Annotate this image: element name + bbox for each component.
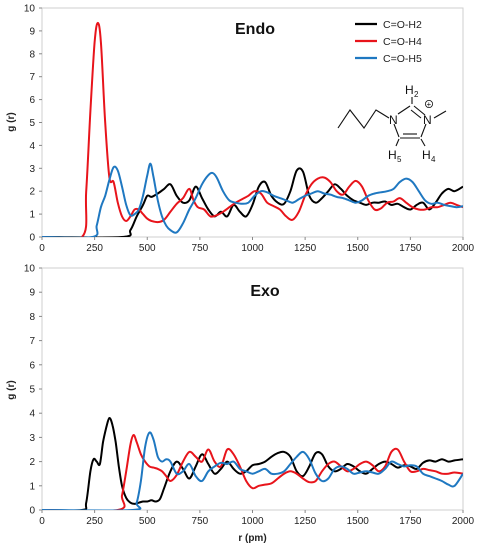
x-tick-label: 1000 [241, 243, 264, 254]
x-tick-label: 1500 [347, 243, 370, 254]
y-tick-label: 1 [29, 481, 35, 492]
panel-title: Endo [235, 21, 275, 38]
y-tick-label: 8 [29, 49, 35, 60]
y-tick-label: 6 [29, 95, 35, 106]
legend-label-c-o-h4: C=O-H4 [383, 36, 422, 48]
x-tick-label: 500 [139, 243, 156, 254]
y-tick-label: 6 [29, 360, 35, 371]
ring-bond-c5-n1 [393, 123, 400, 138]
x-tick-label: 0 [39, 516, 45, 527]
series-line-c-o-h5 [42, 162, 463, 237]
legend-label-c-o-h5: C=O-H5 [383, 53, 422, 65]
positive-charge-sign: + [427, 100, 432, 109]
y-axis-title: g (r) [6, 112, 17, 131]
x-tick-label: 250 [86, 516, 103, 527]
atom-h5-subscript: 5 [397, 155, 402, 164]
bond-c5-h5 [395, 138, 400, 147]
bond-c4-h4 [420, 138, 426, 147]
series-line-c-o-h5 [42, 431, 463, 510]
series-line-c-o-h2 [42, 167, 463, 237]
positive-charge-circle [424, 100, 433, 109]
y-tick-label: 2 [29, 187, 35, 198]
ring-bond-c2-n3 [413, 105, 426, 116]
atom-h5: H [388, 148, 397, 162]
atom-h4-subscript: 4 [431, 155, 436, 164]
legend-label-c-o-h2: C=O-H2 [383, 19, 422, 31]
butyl-chain [337, 109, 390, 129]
x-tick-label: 750 [192, 516, 209, 527]
x-tick-label: 1750 [399, 243, 422, 254]
ring-double-bond-c2-n3 [410, 109, 422, 119]
y-tick-label: 8 [29, 312, 35, 323]
exo-panel: 0 1 2 3 4 5 6 7 8 9 10 0 250 500 750 1000 1250 1500 1750 20… [6, 264, 475, 545]
x-tick-label: 2000 [452, 516, 475, 527]
y-tick-label: 9 [29, 288, 35, 299]
y-tick-label: 5 [29, 118, 35, 129]
y-tick-label: 10 [24, 264, 36, 275]
y-tick-label: 3 [29, 164, 35, 175]
y-tick-label: 5 [29, 385, 35, 396]
x-tick-label: 1250 [294, 243, 317, 254]
y-tick-label: 7 [29, 336, 35, 347]
y-tick-label: 0 [29, 506, 35, 517]
x-axis-title: r (pm) [238, 533, 266, 544]
x-tick-label: 1750 [399, 516, 422, 527]
ring-bond-n1-c2 [397, 105, 411, 115]
x-tick-label: 500 [139, 516, 156, 527]
x-tick-label: 250 [86, 243, 103, 254]
y-tick-label: 1 [29, 210, 35, 221]
y-tick-label: 10 [24, 4, 36, 15]
legend: C=O-H2 C=O-H4 C=O-H5 [355, 19, 422, 65]
y-tick-label: 7 [29, 72, 35, 83]
imidazolium-structure-diagram: H 2 N N + H 5 H 4 [337, 83, 447, 164]
atom-h2-subscript: 2 [414, 90, 419, 99]
y-tick-label: 2 [29, 457, 35, 468]
atom-n1: N [389, 113, 398, 127]
endo-panel: 0 1 2 3 4 5 6 7 8 9 10 0 250 500 750 1000 1250 1500 1750 20… [6, 4, 475, 255]
panel-title: Exo [250, 283, 280, 300]
x-tick-label: 1250 [294, 516, 317, 527]
y-tick-label: 4 [29, 409, 35, 420]
series-line-c-o-h4 [42, 21, 463, 237]
atom-h4: H [422, 148, 431, 162]
y-axis-title: g (r) [6, 380, 17, 399]
y-tick-label: 0 [29, 233, 35, 244]
methyl-bond [433, 110, 447, 119]
x-tick-label: 1000 [241, 516, 264, 527]
y-tick-label: 3 [29, 433, 35, 444]
y-tick-label: 9 [29, 26, 35, 37]
atom-n3: N [423, 113, 432, 127]
x-tick-label: 2000 [452, 243, 475, 254]
x-tick-label: 750 [192, 243, 209, 254]
x-tick-label: 1500 [347, 516, 370, 527]
x-tick-label: 0 [39, 243, 45, 254]
y-tick-label: 4 [29, 141, 35, 152]
series-line-c-o-h4 [42, 434, 463, 510]
atom-h2: H [405, 83, 414, 97]
ring-bond-n3-c4 [420, 123, 427, 138]
